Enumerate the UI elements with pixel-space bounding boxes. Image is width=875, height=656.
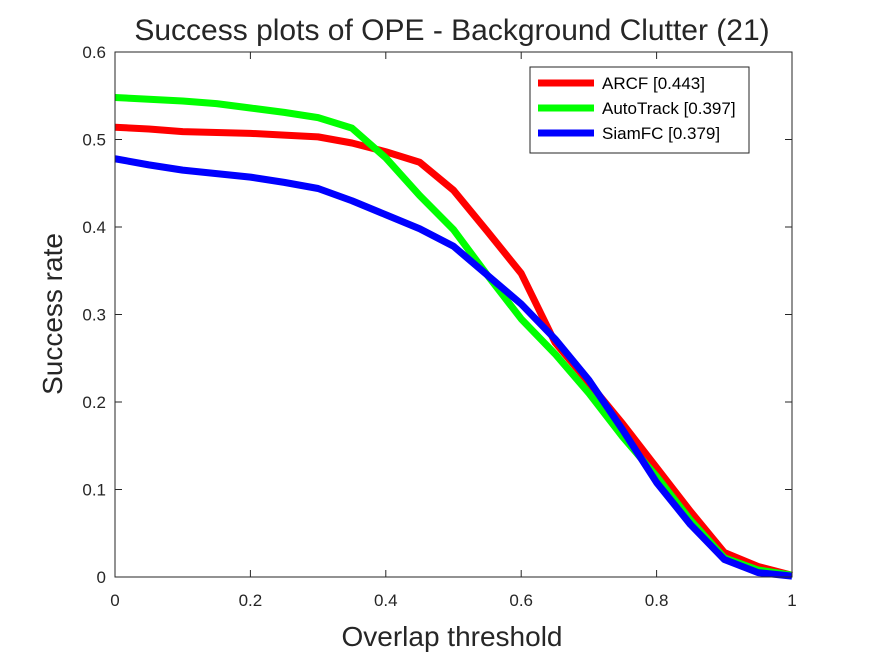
y-tick-label: 0.1 (82, 481, 106, 500)
y-tick-label: 0 (97, 568, 106, 587)
x-tick-label: 0.8 (645, 591, 669, 610)
series-line-3 (114, 155, 793, 580)
y-tick-label: 0.3 (82, 306, 106, 325)
legend-label-1: ARCF [0.443] (602, 74, 705, 93)
x-tick-label: 1 (787, 591, 796, 610)
y-axis-label: Success rate (37, 233, 68, 395)
x-tick-label: 0 (110, 591, 119, 610)
y-tick-label: 0.2 (82, 393, 106, 412)
y-tick-label: 0.6 (82, 43, 106, 62)
axes-layer: 0 0.2 0.4 0.6 0.8 1 0 0.1 0.2 0.3 0.4 0.5 0.6 (82, 43, 796, 610)
chart-title: Success plots of OPE - Background Clutte… (134, 14, 769, 47)
series-line-1 (114, 123, 793, 579)
legend-label-3: SiamFC [0.379] (602, 124, 720, 143)
x-axis-label: Overlap threshold (341, 621, 562, 652)
legend-label-2: AutoTrack [0.397] (602, 99, 736, 118)
y-tick-label: 0.5 (82, 131, 106, 150)
legend: ARCF [0.443] AutoTrack [0.397] SiamFC [0.3… (529, 66, 750, 154)
x-tick-label: 0.4 (374, 591, 398, 610)
x-tick-label: 0.2 (239, 591, 263, 610)
x-tick-label: 0.6 (509, 591, 533, 610)
y-tick-label: 0.4 (82, 218, 106, 237)
series-layer (114, 94, 793, 580)
